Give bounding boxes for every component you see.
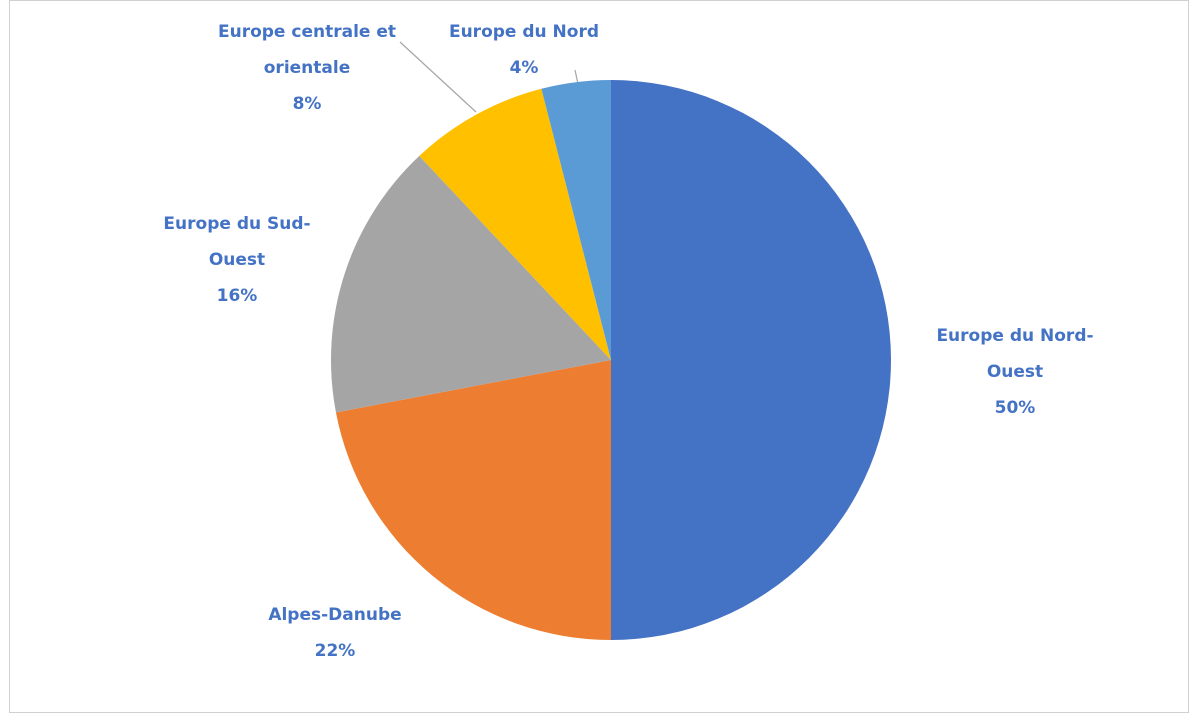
data-label: Europe du Sud-Ouest 16% [142, 206, 332, 314]
data-label: Europe du Nord-Ouest 50% [915, 318, 1115, 426]
leader-line [399, 41, 477, 113]
value-label: 16% [216, 286, 258, 306]
value-label: 8% [292, 94, 322, 114]
pie-slice [611, 80, 891, 640]
pie [330, 80, 891, 640]
pie-slice [541, 80, 611, 360]
category-label: Europe du Nord-Ouest [936, 326, 1094, 382]
category-label: Europe du Nord [448, 22, 600, 42]
category-label: Europe du Sud-Ouest [163, 214, 311, 270]
data-label: Europe du Nord 4% [424, 14, 624, 86]
data-label: Europe centrale et orientale 8% [200, 14, 415, 122]
leader-line [574, 69, 579, 85]
value-label: 22% [314, 641, 356, 661]
pie-slice [335, 360, 611, 640]
pie-slice [419, 88, 611, 360]
value-label: 4% [509, 58, 539, 78]
category-label: Alpes-Danube [268, 605, 402, 625]
data-label: Alpes-Danube 22% [235, 597, 435, 669]
category-label: Europe centrale et orientale [217, 22, 397, 78]
pie-slice [330, 155, 611, 413]
value-label: 50% [994, 398, 1036, 418]
